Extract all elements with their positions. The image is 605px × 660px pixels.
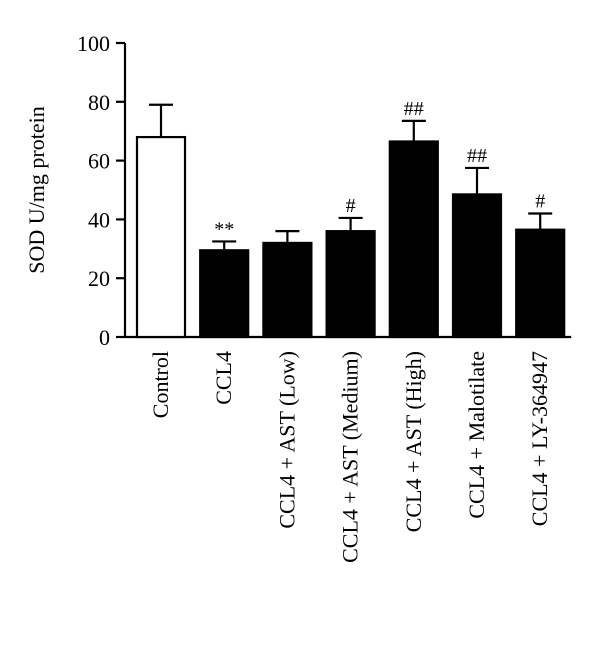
bar [451, 193, 503, 339]
y-tick-label: 80 [88, 90, 110, 115]
y-tick-label: 40 [88, 207, 110, 232]
significance-label: # [346, 195, 356, 217]
x-tick-label: CCL4 [211, 351, 236, 405]
x-tick-label: Control [148, 351, 173, 418]
significance-label: ## [404, 98, 424, 120]
x-tick-label: CCL4 + AST (High) [401, 351, 426, 532]
bar [325, 230, 376, 339]
y-tick-label: 0 [99, 325, 110, 350]
y-ticks: 0 20 40 60 80 100 [77, 31, 125, 350]
x-tick-labels: Control CCL4 CCL4 + AST (Low) CCL4 + AST (M… [148, 351, 552, 563]
significance-label: ## [467, 145, 487, 167]
significance-labels: **###### [214, 98, 545, 241]
x-tick-label: CCL4 + AST (Low) [274, 351, 299, 529]
significance-label: ** [214, 218, 234, 240]
y-axis-label: SOD U/mg protein [24, 106, 49, 273]
significance-label: # [535, 191, 545, 213]
bars [135, 135, 566, 339]
bar [135, 135, 187, 339]
x-tick-label: CCL4 + LY-364947 [527, 351, 552, 526]
error-bars [149, 103, 553, 251]
bar [388, 140, 439, 339]
x-tick-label: CCL4 + Malotilate [464, 351, 489, 519]
y-tick-label: 100 [77, 31, 110, 56]
y-tick-label: 60 [88, 149, 110, 174]
bar [262, 241, 313, 339]
x-tick-label: CCL4 + AST (Medium) [338, 351, 363, 563]
bar [199, 249, 250, 339]
y-tick-label: 20 [88, 266, 110, 291]
bar [515, 228, 566, 339]
